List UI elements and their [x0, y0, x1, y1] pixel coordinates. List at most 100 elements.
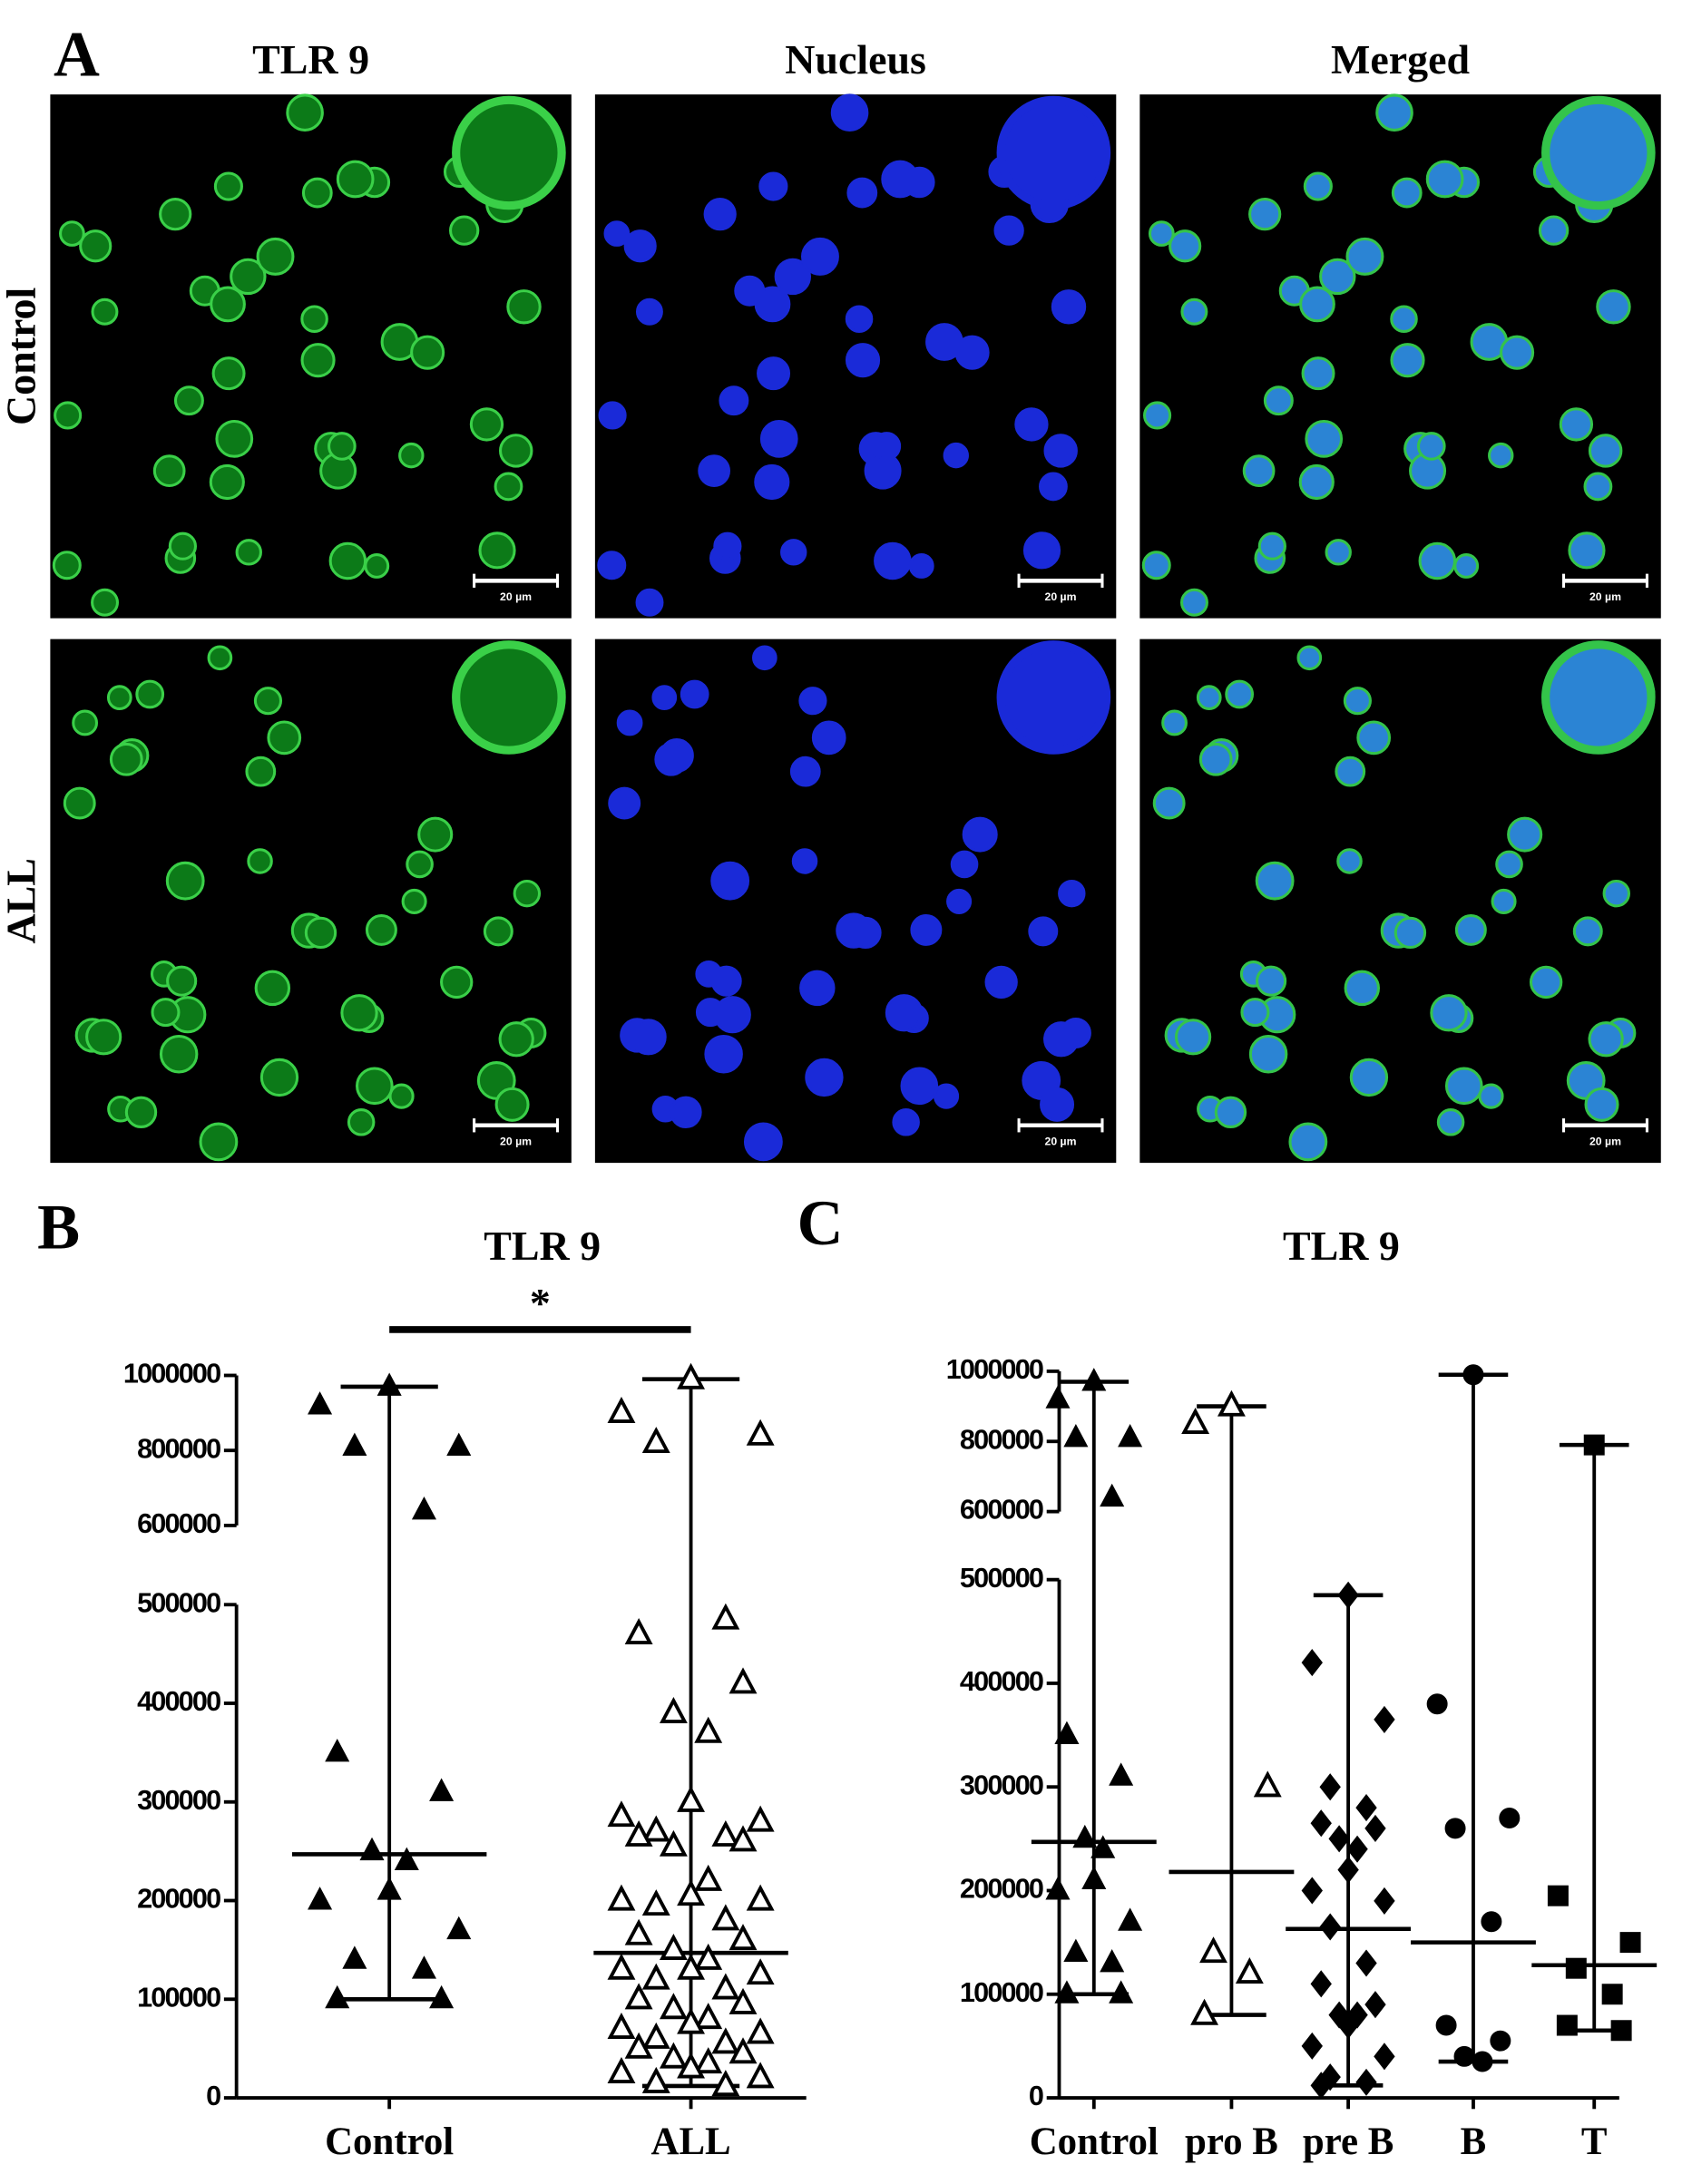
cell: [1152, 786, 1186, 820]
cell: [1453, 553, 1480, 579]
point: [411, 1955, 436, 1979]
cell: [513, 879, 542, 908]
y-tick-label: 800000: [960, 1424, 1043, 1455]
cell: [1014, 407, 1049, 442]
cell: [698, 454, 731, 488]
cell: [1538, 215, 1570, 246]
point: [1310, 2072, 1332, 2100]
cell: [1296, 645, 1323, 671]
point: [429, 1984, 455, 2009]
point: [624, 2032, 653, 2059]
point: [1190, 1998, 1219, 2025]
cell: [635, 588, 664, 617]
cell: [85, 1019, 122, 1056]
cell: [1299, 286, 1335, 323]
point: [694, 1943, 723, 1970]
cell: [608, 786, 641, 820]
cell: [449, 215, 480, 246]
cell: [670, 1096, 702, 1128]
cell: [1325, 539, 1352, 566]
micrograph: 20 µm: [1139, 93, 1661, 619]
cell: [1375, 93, 1413, 132]
cell: [259, 1058, 299, 1097]
point: [394, 1847, 419, 1870]
cell: [1180, 588, 1208, 617]
cell: [79, 229, 112, 263]
cell: [1141, 551, 1171, 580]
panel-label: A: [54, 20, 100, 91]
cell: [962, 816, 998, 853]
point: [325, 1984, 350, 2009]
cell: [635, 297, 663, 326]
cell: [872, 432, 902, 461]
cell: [1248, 1034, 1288, 1074]
point: [1619, 1932, 1641, 1954]
cell: [72, 709, 99, 736]
point: [1337, 2012, 1359, 2040]
point: [607, 2056, 636, 2083]
cell: [984, 965, 1018, 999]
point: [1435, 2014, 1457, 2036]
cell: [1263, 385, 1294, 416]
point: [641, 1427, 670, 1454]
cell: [173, 385, 204, 416]
cell: [885, 994, 924, 1032]
chart-title: TLR 9: [1283, 1223, 1400, 1269]
cell: [1568, 531, 1606, 570]
y-tick-label: 1000000: [946, 1354, 1043, 1385]
y-tick-label: 600000: [960, 1495, 1043, 1526]
cell: [1319, 258, 1356, 296]
cell: [54, 401, 83, 430]
point: [1063, 1423, 1089, 1448]
point: [429, 1778, 455, 1801]
cell: [598, 401, 627, 430]
point: [1374, 1705, 1395, 1733]
cell: [159, 198, 192, 231]
point: [1199, 1936, 1227, 1964]
cell: [401, 888, 427, 914]
cell: [328, 541, 367, 580]
cell: [1478, 1083, 1504, 1109]
point: [729, 1667, 758, 1694]
cell: [124, 1096, 158, 1128]
x-tick-label: T: [1581, 2121, 1608, 2163]
cell: [654, 742, 689, 776]
point: [641, 1963, 670, 1990]
cell: [1602, 879, 1630, 908]
cell: [254, 970, 291, 1007]
cell: [365, 913, 397, 946]
x-tick-label: Control: [1030, 2121, 1159, 2163]
cell: [754, 286, 791, 323]
point: [308, 1391, 333, 1415]
point: [607, 1884, 636, 1911]
point: [1346, 1835, 1368, 1863]
y-tick-label: 100000: [137, 1982, 220, 2013]
cell: [603, 220, 631, 247]
y-tick-label: 300000: [960, 1770, 1043, 1800]
cell: [780, 539, 807, 566]
cell: [1242, 454, 1276, 488]
point: [342, 1945, 367, 1969]
cell: [874, 541, 912, 580]
cell: [754, 463, 790, 501]
point: [1601, 1984, 1623, 2005]
cell: [91, 297, 119, 326]
cell: [336, 160, 375, 199]
cell: [1043, 434, 1078, 468]
point: [1319, 1773, 1341, 1801]
micrograph: 20 µm: [594, 639, 1117, 1164]
cell: [759, 419, 798, 458]
cell: [1240, 998, 1270, 1028]
cell: [151, 998, 181, 1028]
point: [624, 1983, 653, 2010]
cell: [106, 685, 132, 711]
point: [746, 2017, 775, 2044]
cell: [1390, 305, 1418, 333]
cell: [845, 343, 881, 378]
cell: [1588, 434, 1623, 468]
point: [624, 1618, 653, 1644]
cell: [253, 687, 283, 716]
point: [1081, 1368, 1107, 1391]
point: [1453, 2045, 1475, 2067]
point: [446, 1916, 472, 1940]
